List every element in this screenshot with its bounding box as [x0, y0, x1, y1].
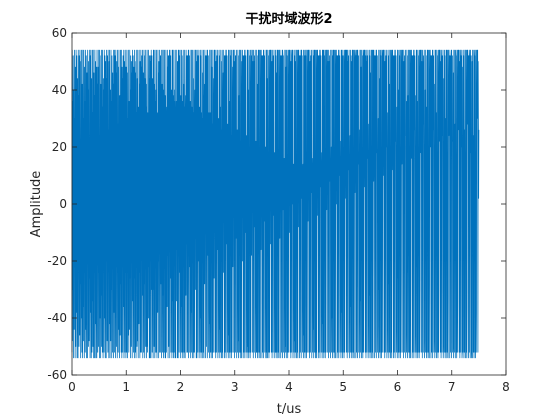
x-tick-label: 2 — [177, 380, 185, 394]
y-tick-label: -20 — [47, 254, 67, 268]
y-tick-label: 0 — [59, 197, 67, 211]
chart-title: 干扰时域波形2 — [245, 11, 332, 27]
x-tick-label: 1 — [122, 380, 130, 394]
x-axis-label: t/us — [277, 402, 302, 417]
x-tick-label: 4 — [285, 380, 293, 394]
series-layer — [72, 50, 479, 358]
y-tick-label: 40 — [52, 83, 67, 97]
x-tick-label: 7 — [448, 380, 456, 394]
y-tick-label: 60 — [52, 26, 67, 40]
y-tick-label: -40 — [47, 311, 67, 325]
x-tick-label: 0 — [68, 380, 76, 394]
x-tick-label: 5 — [339, 380, 347, 394]
x-tick-label: 6 — [394, 380, 402, 394]
x-tick-label: 8 — [502, 380, 510, 394]
y-tick-label: 20 — [52, 140, 67, 154]
series-line-1 — [72, 50, 479, 358]
y-axis-label: Amplitude — [29, 171, 44, 238]
x-tick-label: 3 — [231, 380, 239, 394]
y-tick-label: -60 — [47, 368, 67, 382]
